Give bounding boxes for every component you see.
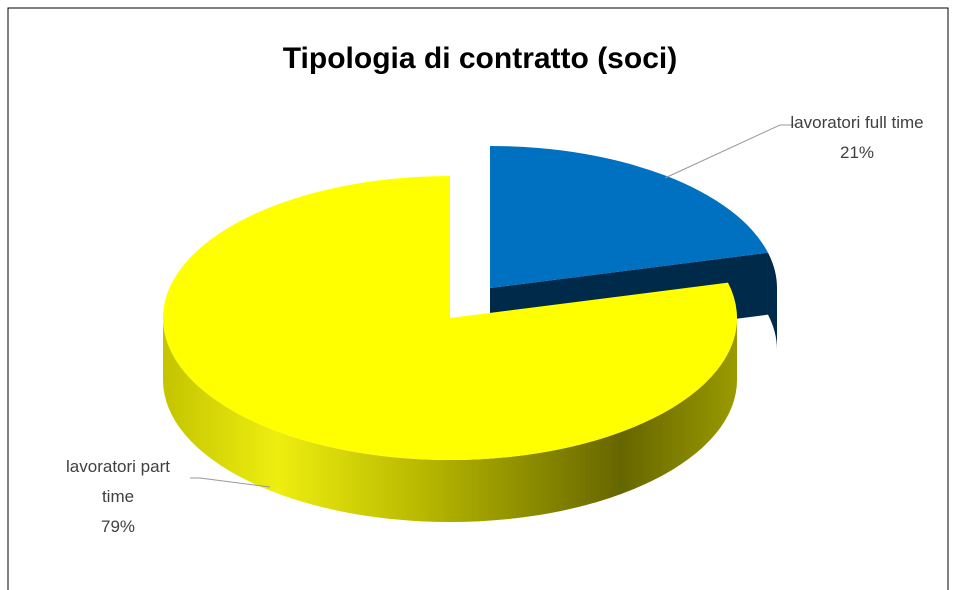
category-label: lavoratori full time (790, 113, 924, 132)
leader-line (664, 124, 795, 179)
value-label: 21% (839, 143, 875, 162)
slice-side (163, 318, 737, 522)
leader-line (190, 477, 271, 488)
chart-frame (7, 7, 949, 590)
category-label: lavoratori part time (66, 457, 170, 506)
slice-side (767, 252, 777, 350)
value-label: 79% (100, 517, 136, 536)
slice-label: lavoratori part time 79% (48, 452, 188, 542)
slice (163, 176, 738, 460)
slice (490, 146, 768, 288)
pie (163, 146, 777, 522)
chart-title: Tipologia di contratto (soci) (283, 42, 677, 75)
slice-label: lavoratori full time 21% (787, 108, 927, 168)
